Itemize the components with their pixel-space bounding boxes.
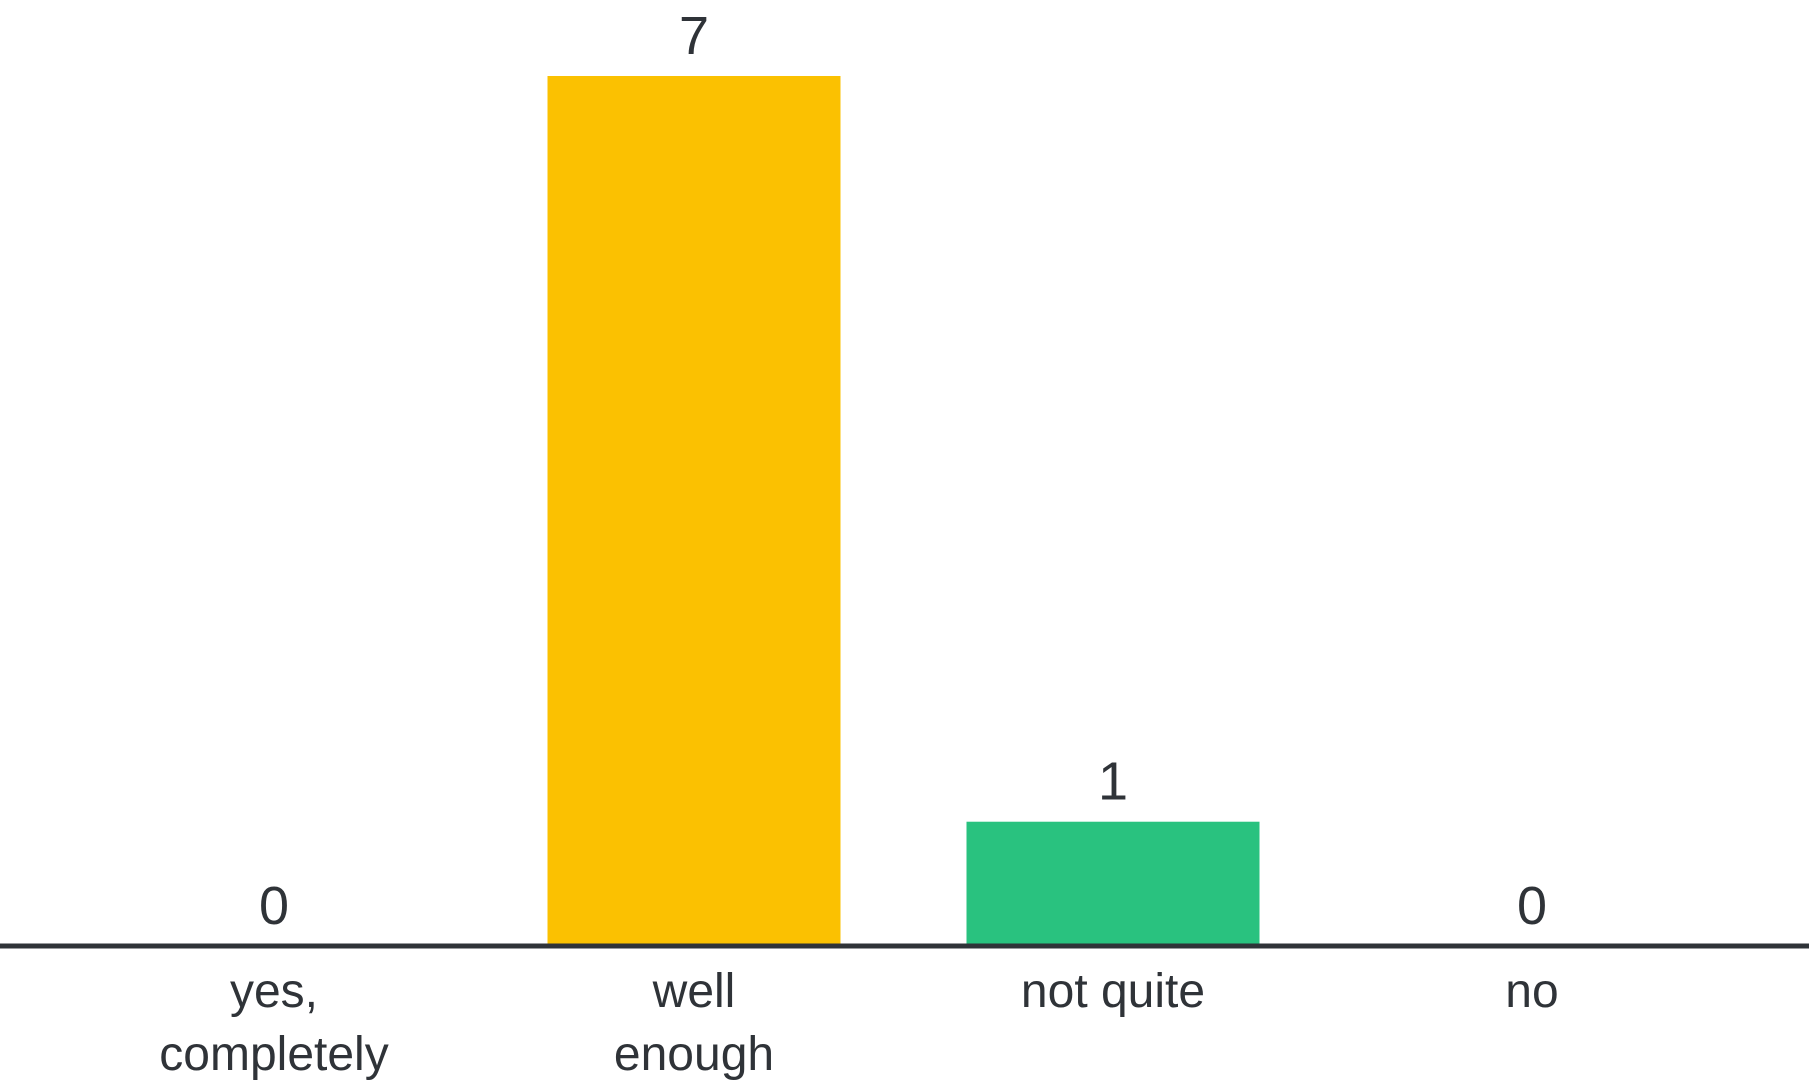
category-label-2: not quite [1021, 965, 1205, 1018]
category-label-1-line-0: well [652, 965, 736, 1018]
bar-1 [547, 76, 841, 946]
bars-group [547, 76, 1260, 946]
value-label-0: 0 [259, 876, 289, 936]
bar-2 [966, 821, 1260, 946]
category-label-0-line-0: yes, [230, 965, 318, 1018]
value-label-2: 1 [1098, 752, 1128, 812]
category-label-1-line-1: enough [614, 1028, 774, 1081]
category-label-1: well enough [614, 965, 774, 1081]
category-label-2-line-0: not quite [1021, 965, 1205, 1018]
category-label-3-line-0: no [1505, 965, 1558, 1018]
category-label-0: yes, completely [159, 965, 388, 1081]
value-label-3: 0 [1517, 876, 1547, 936]
value-labels-group: 0 7 1 0 [259, 6, 1547, 936]
value-label-1: 7 [679, 6, 709, 66]
category-labels-group: yes, completely well enough not quite no [159, 965, 1558, 1081]
category-label-0-line-1: completely [159, 1028, 388, 1081]
category-label-3: no [1505, 965, 1558, 1018]
